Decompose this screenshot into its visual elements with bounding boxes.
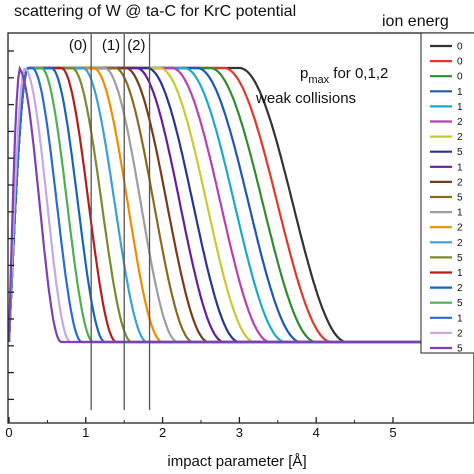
- legend-title: ion energ: [382, 13, 449, 30]
- legend-label-17: 2: [457, 283, 463, 294]
- x-tick-label-3: 3: [236, 425, 243, 440]
- legend-label-20: 2: [457, 328, 463, 339]
- x-tick-label-2: 2: [159, 425, 166, 440]
- legend-label-8: 5: [457, 147, 463, 158]
- legend-label-7: 2: [457, 132, 463, 143]
- legend-label-9: 1: [457, 162, 463, 173]
- plot-frame: [7, 32, 474, 424]
- legend-label-16: 1: [457, 268, 463, 279]
- chart-title: scattering of W @ ta-C for KrC potential: [14, 3, 296, 20]
- annotation-weak-collisions: weak collisions: [255, 90, 356, 107]
- legend-label-13: 2: [457, 223, 463, 234]
- marker-label-1: (1): [102, 37, 120, 54]
- marker-lines: (0) (1) (2): [69, 34, 151, 410]
- x-tick-label-0: 0: [5, 425, 12, 440]
- marker-label-0: (0): [69, 37, 87, 54]
- series-lines: [7, 65, 455, 344]
- legend-label-19: 1: [457, 313, 463, 324]
- legend-label-1: 0: [457, 42, 463, 53]
- x-axis-label: impact parameter [Å]: [167, 453, 306, 470]
- legend-label-10: 2: [457, 177, 463, 188]
- legend-label-18: 5: [457, 298, 463, 309]
- x-tick-label-1: 1: [82, 425, 89, 440]
- legend-label-5: 1: [457, 102, 463, 113]
- legend-label-21: 5: [457, 344, 463, 355]
- legend-label-12: 1: [457, 208, 463, 219]
- legend-label-11: 5: [457, 193, 463, 204]
- x-tick-label-5: 5: [389, 425, 396, 440]
- y-axis-ticks: [8, 50, 14, 401]
- legend-label-15: 5: [457, 253, 463, 264]
- legend-label-4: 1: [457, 87, 463, 98]
- legend-label-14: 2: [457, 238, 463, 249]
- x-tick-label-4: 4: [313, 425, 320, 440]
- marker-label-2: (2): [127, 37, 145, 54]
- legend: 0 0 0 1 1 2 2 5 1 2 5 1 2 2 5 1 2 5 1 2 5: [430, 42, 463, 355]
- legend-box: [420, 32, 474, 354]
- x-axis-ticks: 0 1 2 3 4 5: [5, 417, 397, 440]
- annotation-pmax: pmax for 0,1,2: [300, 65, 388, 86]
- legend-label-6: 2: [457, 117, 463, 128]
- legend-label-2: 0: [457, 57, 463, 68]
- series-line-21: [7, 65, 455, 344]
- legend-label-3: 0: [457, 72, 463, 83]
